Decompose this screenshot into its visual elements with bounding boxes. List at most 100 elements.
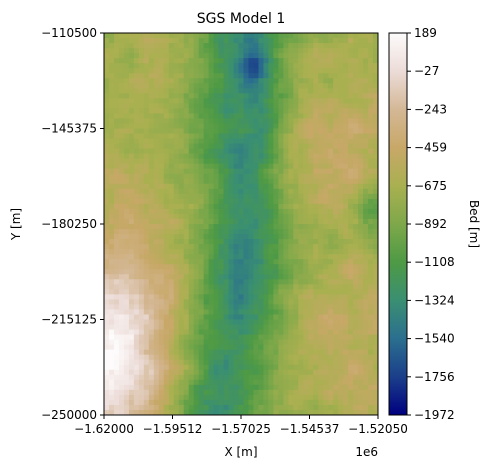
heatmap-cell [218, 113, 225, 120]
heatmap-cell [104, 98, 110, 104]
heatmap-cell [258, 229, 265, 235]
heatmap-cell [223, 203, 230, 210]
heatmap-cell [223, 88, 230, 94]
heatmap-cell [303, 103, 309, 109]
heatmap-cell [373, 244, 378, 250]
heatmap-cell [288, 83, 294, 89]
heatmap-cell [358, 98, 364, 104]
heatmap-cell [293, 58, 299, 64]
heatmap-cell [203, 218, 210, 225]
x-tick-label: −1.62000 [74, 422, 134, 436]
heatmap-cell [163, 43, 170, 49]
heatmap-cell [108, 224, 115, 230]
heatmap-cell [168, 208, 175, 215]
heatmap-cell [238, 249, 245, 255]
heatmap-cell [198, 244, 205, 250]
heatmap-cell [368, 48, 374, 54]
heatmap-cell [163, 344, 170, 351]
heatmap-cell [333, 68, 339, 74]
heatmap-cell [123, 359, 130, 366]
heatmap-cell [253, 68, 260, 74]
heatmap-cell [348, 279, 354, 285]
heatmap-cell [308, 369, 314, 376]
heatmap-cell [273, 68, 279, 74]
heatmap-cell [188, 389, 195, 396]
heatmap-cell [173, 128, 180, 135]
heatmap-cell [178, 143, 185, 150]
heatmap-cell [333, 239, 339, 245]
heatmap-cell [328, 384, 334, 391]
heatmap-cell [253, 294, 260, 300]
heatmap-cell [283, 274, 289, 280]
heatmap-cell [363, 314, 369, 321]
heatmap-cell [323, 158, 329, 165]
heatmap-cell [303, 123, 309, 130]
y-tick-label: −180250 [41, 217, 97, 231]
heatmap-cell [183, 113, 190, 120]
heatmap-cell [138, 359, 145, 366]
heatmap-cell [113, 133, 120, 140]
heatmap-cell [203, 43, 210, 49]
heatmap-cell [238, 143, 245, 150]
heatmap-cell [178, 294, 185, 300]
heatmap-cell [118, 289, 125, 295]
heatmap-cell [133, 93, 140, 99]
heatmap-cell [323, 108, 329, 115]
heatmap-cell [123, 138, 130, 145]
heatmap-cell [238, 234, 245, 240]
heatmap-cell [258, 334, 265, 341]
heatmap-cell [238, 289, 245, 295]
heatmap-cell [238, 88, 245, 94]
heatmap-cell [243, 118, 250, 125]
heatmap-cell [288, 173, 294, 180]
heatmap-cell [278, 379, 284, 386]
heatmap-cell [188, 53, 195, 59]
heatmap-cell [303, 229, 309, 235]
heatmap-cell [363, 48, 369, 54]
heatmap-cell [243, 264, 250, 270]
heatmap-cell [308, 354, 314, 361]
heatmap-cell [318, 88, 324, 94]
heatmap-cell [163, 108, 170, 115]
heatmap-cell [328, 264, 334, 270]
heatmap-cell [108, 344, 115, 351]
heatmap-cell [148, 48, 155, 54]
heatmap-cell [348, 193, 354, 200]
heatmap-cell [173, 153, 180, 160]
heatmap-cell [348, 359, 354, 366]
heatmap-cell [153, 404, 160, 411]
heatmap-cell [258, 208, 265, 215]
heatmap-cell [203, 259, 210, 265]
heatmap-cell [293, 284, 299, 290]
heatmap-cell [208, 108, 215, 115]
heatmap-cell [248, 254, 255, 260]
heatmap-cell [104, 48, 110, 54]
heatmap-cell [273, 319, 279, 326]
heatmap-cell [198, 399, 205, 406]
heatmap-cell [228, 229, 235, 235]
heatmap-cell [233, 53, 240, 59]
heatmap-cell [273, 274, 279, 280]
heatmap-cell [233, 344, 240, 351]
heatmap-cell [278, 138, 284, 145]
heatmap-cell [248, 404, 255, 411]
heatmap-cell [104, 394, 110, 401]
heatmap-cell [168, 58, 175, 64]
heatmap-cell [123, 53, 130, 59]
heatmap-cell [158, 88, 165, 94]
heatmap-cell [263, 73, 269, 79]
heatmap-cell [163, 88, 170, 94]
heatmap-cell [213, 73, 220, 79]
heatmap-cell [238, 158, 245, 165]
heatmap-cell [338, 108, 344, 115]
heatmap-cell [278, 224, 284, 230]
heatmap-cell [113, 58, 120, 64]
heatmap-cell [163, 269, 170, 275]
heatmap-cell [308, 264, 314, 270]
heatmap-cell [318, 354, 324, 361]
heatmap-cell [248, 224, 255, 230]
heatmap-cell [108, 158, 115, 165]
heatmap-cell [223, 389, 230, 396]
heatmap-cell [213, 294, 220, 300]
heatmap-cell [343, 133, 349, 140]
